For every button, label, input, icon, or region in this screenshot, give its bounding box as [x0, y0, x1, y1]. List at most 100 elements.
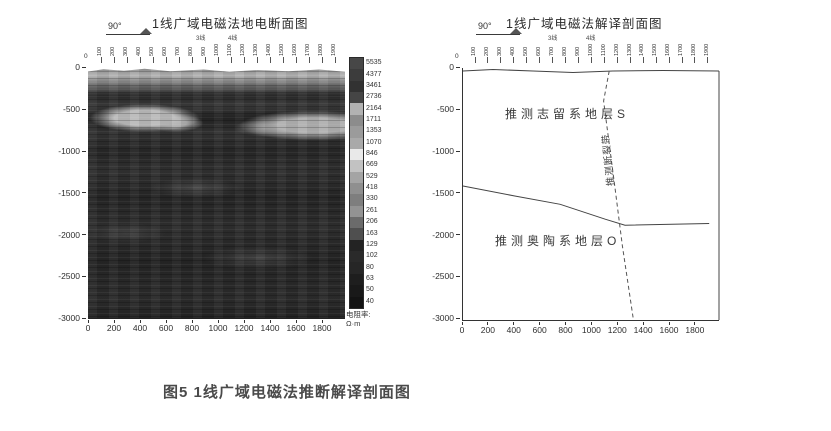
right-y-axis: 0 -500 -1000 -1500 -2000 -2500 -3000 — [422, 63, 460, 323]
station-label: 900 — [573, 39, 585, 65]
x-tick: 800 — [185, 320, 199, 336]
station-tick — [100, 57, 102, 63]
colorbar-value: 206 — [366, 218, 378, 226]
station-label: 600 — [534, 39, 546, 65]
colorbar-segment — [350, 92, 363, 104]
colorbar-segment — [350, 285, 363, 297]
station-tick — [655, 57, 657, 63]
y-tick: -1500 — [48, 188, 86, 197]
interpreted-section-plot: 推测志留系地层S 推测奥陶系地层O 推测断裂带 — [462, 68, 720, 321]
colorbar-segment — [350, 205, 363, 218]
station-label: 1600 — [663, 39, 675, 65]
station-tick — [217, 57, 219, 63]
colorbar-value: 1711 — [366, 115, 382, 123]
right-panel-title: 1线广域电磁法解译剖面图 — [506, 17, 663, 31]
y-tick: -1000 — [422, 147, 460, 156]
station-tick — [282, 57, 284, 63]
colorbar-segment — [350, 228, 363, 240]
x-tick: 0 — [455, 322, 469, 338]
y-tick: -3000 — [48, 314, 86, 323]
x-tick: 1600 — [287, 320, 305, 336]
x-tick: 200 — [107, 320, 121, 336]
colorbar-value: 5535 — [366, 59, 382, 67]
station-label: 1700 — [303, 39, 315, 65]
colorbar-segment — [350, 296, 363, 308]
colorbar-value-labels: 5535 4377 3461 2736 2164 1711 1353 1070 846 669 52… — [366, 57, 396, 307]
right-station-zero-label: 0 — [455, 53, 459, 60]
station-tick — [269, 57, 271, 63]
colorbar-segment — [350, 114, 363, 127]
x-tick: 1000 — [209, 320, 227, 336]
station-label: 700 — [547, 39, 559, 65]
station-label: 100 — [469, 39, 481, 65]
y-tick: 0 — [48, 63, 86, 72]
colorbar-segment — [350, 126, 363, 138]
station-tick — [668, 57, 670, 63]
y-tick: -3000 — [422, 314, 460, 323]
station-tick — [113, 57, 115, 63]
right-azimuth-label: 90° — [478, 21, 492, 31]
x-tick: 400 — [133, 320, 147, 336]
left-azimuth-label: 90° — [108, 21, 122, 31]
colorbar-value: 4377 — [366, 70, 382, 78]
left-crossline-3-label: 3线 — [196, 36, 206, 42]
station-label: 1500 — [277, 39, 289, 65]
station-tick — [603, 57, 605, 63]
station-label: 400 — [134, 39, 146, 65]
colorbar-segment — [350, 217, 363, 229]
station-tick — [642, 57, 644, 63]
right-crossline-3-label: 3线 — [548, 36, 558, 42]
colorbar-value: 50 — [366, 286, 374, 294]
x-tick: 600 — [533, 322, 547, 338]
upper-layer-label: 推测志留系地层S — [505, 107, 630, 121]
colorbar-unit: Ω·m — [346, 319, 361, 328]
colorbar-segment — [350, 137, 363, 149]
station-label: 1300 — [624, 39, 636, 65]
x-tick: 1600 — [660, 322, 678, 338]
y-tick: -2000 — [48, 230, 86, 239]
left-azimuth-marker: 90° — [106, 20, 152, 35]
station-label: 900 — [199, 39, 211, 65]
left-x-axis: 0 200 400 600 800 1000 1200 1400 1600 18… — [81, 320, 331, 336]
station-label: 300 — [121, 39, 133, 65]
station-tick — [526, 57, 528, 63]
y-tick: -1000 — [48, 147, 86, 156]
direction-triangle-icon — [140, 28, 152, 34]
station-label: 200 — [108, 39, 120, 65]
x-tick: 1400 — [634, 322, 653, 338]
station-label: 1300 — [251, 39, 263, 65]
x-tick: 400 — [507, 322, 521, 338]
colorbar-value: 330 — [366, 195, 378, 203]
station-tick — [308, 57, 310, 63]
station-tick — [629, 57, 631, 63]
colorbar-value: 1070 — [366, 138, 382, 146]
station-tick — [590, 57, 592, 63]
station-label: 1800 — [316, 39, 328, 65]
colorbar-value: 102 — [366, 252, 378, 260]
station-tick — [321, 57, 323, 63]
x-tick: 600 — [159, 320, 173, 336]
station-label: 1000 — [585, 39, 597, 65]
colorbar-value: 846 — [366, 150, 378, 158]
station-tick — [165, 57, 167, 63]
fault-line — [603, 70, 634, 320]
resistivity-colorbar — [349, 57, 364, 309]
station-label: 1200 — [238, 39, 250, 65]
colorbar-value: 3461 — [366, 81, 382, 89]
colorbar-value: 129 — [366, 240, 378, 248]
y-tick: -1500 — [422, 188, 460, 197]
station-label: 1900 — [329, 39, 341, 65]
station-label: 700 — [173, 39, 185, 65]
left-station-labels: 100 200 300 400 500 600 700 800 — [95, 39, 341, 65]
station-tick — [334, 57, 336, 63]
figure-caption: 图5 1线广域电磁法推断解译剖面图 — [163, 384, 411, 401]
station-tick — [565, 57, 567, 63]
station-label: 300 — [495, 39, 507, 65]
colorbar-segment — [350, 171, 363, 183]
station-label: 1900 — [702, 39, 714, 65]
station-label: 200 — [482, 39, 494, 65]
x-tick: 0 — [81, 320, 95, 336]
colorbar-segment — [350, 148, 363, 161]
station-label: 1500 — [650, 39, 662, 65]
left-panel-title: 1线广域电磁法地电断面图 — [152, 17, 309, 31]
